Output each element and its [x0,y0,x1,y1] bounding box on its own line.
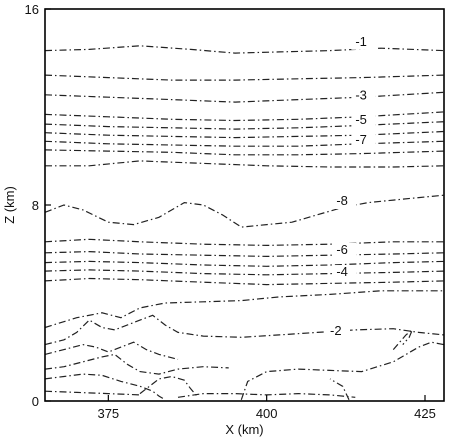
contour-line [44,130,445,139]
contour-line [44,269,445,276]
contour-label-background [351,132,376,148]
axis-ticks [45,8,426,402]
contour-line [44,260,445,267]
x-axis-label: X (km) [225,422,263,437]
contour-label-background [326,323,350,339]
contour-line [44,194,445,228]
contour-label-background [351,88,376,104]
y-tick-label: 0 [32,394,39,409]
contour-line [44,314,445,346]
contour-line [44,238,444,247]
contour-label: -5 [355,112,367,127]
plot-frame [44,8,445,402]
contour-line [44,390,141,396]
contour-line [44,250,445,258]
x-tick-label: 425 [414,406,436,421]
contour-label: -3 [355,88,367,103]
contour-lines [44,45,445,401]
contour-label: -7 [355,132,367,147]
contour-label-background [332,265,357,281]
y-axis-label: Z (km) [2,186,17,224]
x-tick-label: 375 [97,406,119,421]
contour-line [44,290,444,329]
y-tick-label: 8 [32,198,39,213]
contour-line [44,341,179,360]
contour-line [44,74,445,81]
y-tick-label: 16 [25,2,39,17]
contour-label-background [332,194,357,209]
contour-line [44,111,445,122]
contour-labels: -1 -3 -5 -7 -8 -6 -4 -2 [326,34,376,339]
tick-labels: 375 400 425 0 8 16 [25,2,436,421]
contour-line [44,91,445,103]
contour-line [44,353,229,375]
contour-line [177,392,356,398]
contour-line [44,373,166,401]
contour-label: -1 [355,34,367,49]
contour-line [329,378,350,401]
contour-line [240,341,445,400]
contour-label: -2 [330,323,342,338]
contour-line [139,375,198,397]
contour-line [44,121,445,130]
contour-label: -6 [336,242,348,257]
contour-label: -4 [336,264,348,279]
contour-label: -8 [336,193,348,208]
contour-line [45,160,445,168]
contour-label-background [351,113,376,129]
contour-label-background [351,34,376,50]
contour-line [44,277,445,286]
contour-line [392,329,413,350]
contour-line [44,45,445,54]
contour-line [44,140,445,147]
x-tick-label: 400 [256,406,278,421]
contour-label-background [332,243,357,258]
contour-line [44,149,445,156]
